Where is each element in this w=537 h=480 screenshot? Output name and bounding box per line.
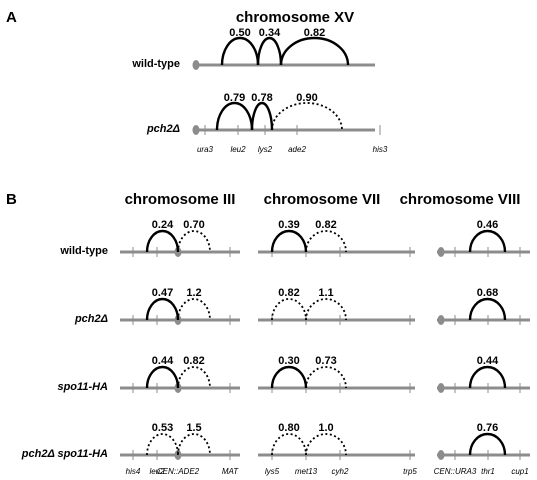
crossover-arc [270,365,308,389]
gene-label: his3 [373,145,388,154]
map-distance: 0.50 [229,27,250,39]
crossover-arc [270,229,308,253]
centromere [437,450,445,460]
crossover-arc [145,297,180,321]
map-distance: 0.53 [152,422,173,434]
centromere [437,315,445,325]
map-distance: 0.79 [224,92,245,104]
map-distance: 1.1 [318,287,333,299]
gene-label: CEN::ADE2 [157,467,200,476]
strain-label: wild-type [59,245,108,257]
crossover-arc [145,229,180,253]
chromosome-title: chromosome VIII [400,191,521,208]
crossover-arc [145,365,180,389]
crossover-arc [305,230,347,253]
map-distance: 0.34 [259,27,281,39]
map-distance: 0.24 [152,219,174,231]
map-distance: 0.90 [296,92,317,104]
crossover-arc [177,366,211,389]
map-distance: 1.5 [186,422,201,434]
map-distance: 1.2 [186,287,201,299]
centromere [437,383,445,393]
map-distance: 0.39 [278,219,299,231]
strain-label: pch2Δ [146,123,180,135]
map-distance: 0.44 [152,355,174,367]
gene-label: leu2 [230,145,246,154]
crossover-arc [468,432,507,456]
crossover-arc [468,229,507,253]
chromosome-title: chromosome VII [264,191,381,208]
gene-label: CEN::URA3 [434,467,477,476]
gene-label: lys2 [258,145,273,154]
map-distance: 0.80 [278,422,299,434]
strain-label: pch2Δ [74,313,108,325]
gene-label: leu2 [149,467,165,476]
gene-label: his4 [126,467,141,476]
map-distance: 0.73 [315,355,336,367]
centromere [192,125,200,135]
crossover-arc [146,433,179,456]
crossover-arc [468,297,507,321]
crossover-arc [305,366,347,389]
map-distance: 0.82 [278,287,299,299]
map-distance: 0.82 [183,355,204,367]
crossover-arc [271,433,307,456]
gene-label: MAT [222,467,239,476]
crossover-arc [220,36,260,66]
map-distance: 0.47 [152,287,173,299]
gene-label: ade2 [288,145,306,154]
map-distance: 1.0 [318,422,333,434]
map-distance: 0.44 [477,355,499,367]
gene-label: lys5 [265,467,280,476]
map-distance: 0.82 [315,219,336,231]
crossover-arc [305,298,347,321]
strain-label: wild-type [131,58,180,70]
gene-label: ura3 [197,145,214,154]
chromosome-title: chromosome XV [236,9,354,26]
crossover-arc [279,36,350,66]
crossover-arc [256,36,283,66]
crossover-arc [177,298,211,321]
gene-label: cup1 [511,467,528,476]
crossover-arc [177,433,211,456]
gene-label: met13 [295,467,318,476]
map-distance: 0.70 [183,219,204,231]
panel-label: B [6,191,17,208]
crossover-arc [271,298,307,321]
centromere [437,247,445,257]
crossover-arc [271,102,343,131]
crossover-arc [177,230,211,253]
chromosome-title: chromosome III [125,191,236,208]
map-distance: 0.68 [477,287,498,299]
crossover-arc [468,365,507,389]
gene-label: cyh2 [332,467,349,476]
strain-label: spo11-HA [57,381,108,393]
gene-label: thr1 [481,467,495,476]
map-distance: 0.30 [278,355,299,367]
crossover-arc [215,101,254,131]
strain-label: pch2Δ spo11-HA [21,448,108,460]
map-distance: 0.76 [477,422,498,434]
centromere [192,60,200,70]
map-distance: 0.46 [477,219,498,231]
map-distance: 0.78 [251,92,272,104]
gene-label: trp5 [403,467,417,476]
crossover-arc [305,433,347,456]
map-distance: 0.82 [304,27,325,39]
panel-label: A [6,9,17,26]
crossover-arc [250,101,274,131]
